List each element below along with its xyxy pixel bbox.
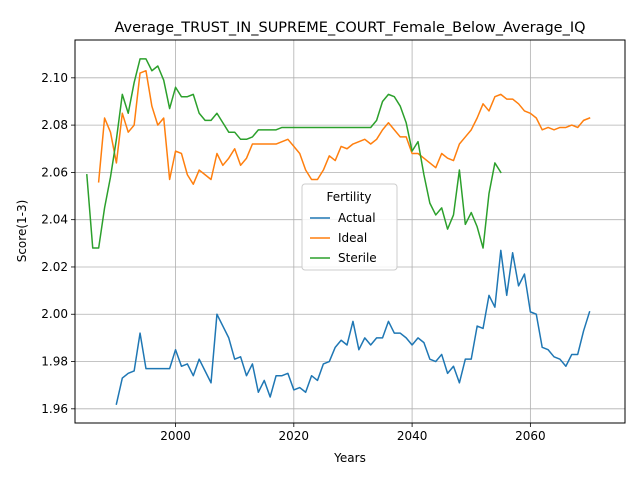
x-tick-label: 2000 (160, 429, 191, 443)
legend-label-sterile: Sterile (338, 251, 377, 265)
legend: Fertility Actual Ideal Sterile (301, 183, 398, 271)
series-layer (86, 58, 591, 405)
series-line-actual (115, 249, 591, 405)
y-tick-label: 1.98 (41, 355, 68, 369)
plot-area-frame (74, 39, 626, 424)
x-axis-label: Years (333, 451, 366, 465)
chart-title: Average_TRUST_IN_SUPREME_COURT_Female_Be… (114, 20, 585, 36)
y-tick-label: 2.04 (41, 213, 68, 227)
y-tick-label: 2.10 (41, 71, 68, 85)
legend-box (301, 183, 398, 271)
legend-label-actual: Actual (338, 211, 376, 225)
y-axis-ticks: 1.96 1.98 2.00 2.02 2.04 2.06 2.08 2.10 (41, 71, 75, 416)
series-line-ideal (97, 69, 591, 185)
grid-lines (75, 40, 625, 423)
series-line-sterile (86, 58, 502, 249)
y-tick-label: 2.08 (41, 118, 68, 132)
y-tick-label: 1.96 (41, 402, 68, 416)
y-axis-label: Score(1-3) (15, 200, 29, 263)
x-axis-ticks: 2000 2020 2040 2060 (160, 423, 546, 443)
x-tick-label: 2020 (279, 429, 310, 443)
legend-title: Fertility (326, 190, 371, 204)
y-tick-label: 2.00 (41, 307, 68, 321)
x-tick-label: 2060 (515, 429, 546, 443)
y-tick-label: 2.02 (41, 260, 68, 274)
x-tick-label: 2040 (397, 429, 428, 443)
y-tick-label: 2.06 (41, 165, 68, 179)
legend-label-ideal: Ideal (338, 231, 367, 245)
